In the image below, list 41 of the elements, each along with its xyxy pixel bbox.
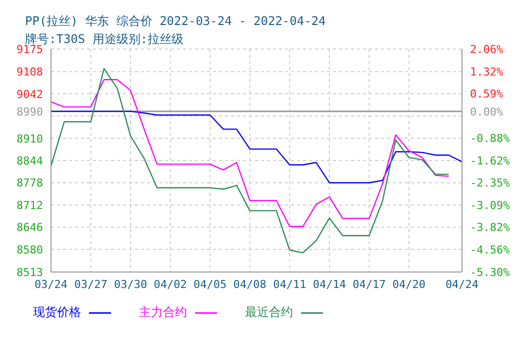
- y2-tick-label: -5.30%: [470, 266, 510, 279]
- y-tick-label: 8844: [16, 154, 44, 168]
- line-series: [51, 110, 462, 184]
- y2-tick-label: -1.62%: [470, 154, 510, 168]
- y-tick-label: 8580: [16, 243, 43, 256]
- line-series: [51, 68, 450, 254]
- x-tick-label: 04/17: [352, 278, 386, 291]
- y2-tick-label: -3.09%: [470, 199, 510, 212]
- x-tick-label: 04/05: [194, 278, 227, 291]
- y2-tick-label: -2.35%: [470, 176, 510, 190]
- legend-label: 最近合约: [245, 304, 293, 321]
- x-tick-label: 04/20: [392, 278, 426, 291]
- legend-label: 现货价格: [33, 304, 81, 321]
- x-tick-label: 04/02: [154, 278, 187, 291]
- x-tick-label: 03/27: [74, 278, 108, 291]
- y-tick-label: 8778: [16, 176, 43, 190]
- chart-subtitle: 牌号:T30S 用途级别:拉丝级: [25, 31, 184, 46]
- line-series: [51, 79, 450, 228]
- y-tick-label: 8910: [16, 132, 43, 146]
- y-tick-label: 9175: [16, 43, 43, 56]
- x-tick-label: 04/24: [445, 278, 479, 291]
- x-tick-label: 03/30: [114, 278, 148, 291]
- y-tick-label: 9042: [16, 88, 43, 101]
- x-tick-label: 04/11: [273, 278, 306, 291]
- y2-tick-label: 0.00%: [470, 105, 504, 118]
- chart-title: PP(拉丝) 华东 综合价 2022-03-24 - 2022-04-24: [25, 13, 326, 30]
- y-tick-label: 8646: [16, 221, 43, 234]
- y2-tick-label: 0.59%: [470, 88, 504, 101]
- y2-tick-label: -4.56%: [470, 244, 510, 257]
- y-tick-label: 8513: [16, 266, 43, 279]
- y2-tick-label: -0.88%: [470, 132, 510, 146]
- x-tick-label: 04/14: [312, 278, 346, 291]
- y-tick-label: 8712: [16, 198, 43, 212]
- y2-tick-label: -3.82%: [470, 221, 510, 234]
- legend-label: 主力合约: [139, 304, 187, 321]
- y2-tick-label: 2.06%: [470, 43, 504, 56]
- x-tick-label: 04/08: [233, 278, 266, 291]
- y-tick-label: 9108: [16, 66, 43, 79]
- y-tick-label: 8990: [16, 105, 43, 118]
- y2-tick-label: 1.32%: [470, 65, 504, 78]
- x-tick-label: 03/24: [34, 278, 68, 291]
